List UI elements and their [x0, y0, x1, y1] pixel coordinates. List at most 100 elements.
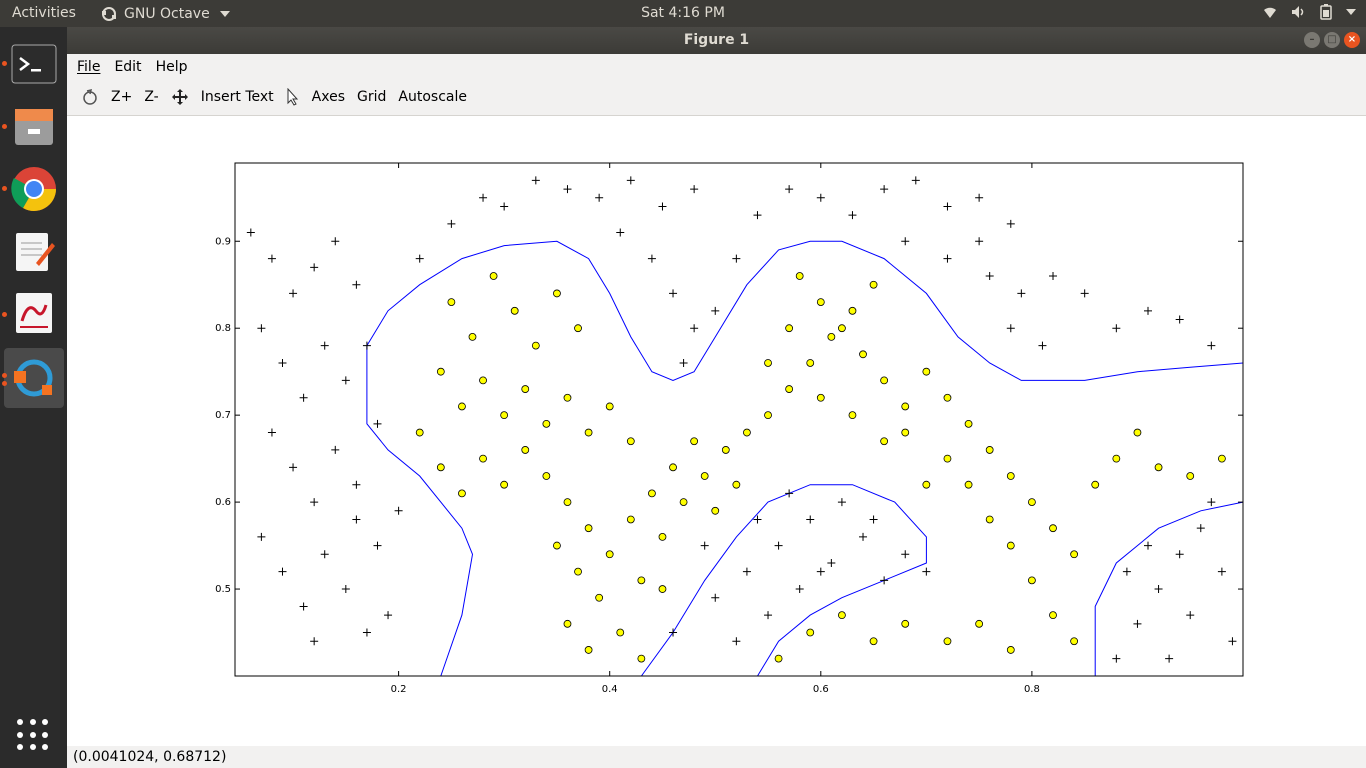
- negative-point: [267, 428, 276, 437]
- positive-point: [764, 359, 772, 367]
- positive-point: [1154, 463, 1163, 472]
- negative-point: [943, 202, 952, 211]
- axes-button[interactable]: Axes: [311, 89, 345, 105]
- negative-point: [1154, 585, 1163, 594]
- dock-octave[interactable]: [4, 348, 64, 408]
- negative-point: [362, 341, 371, 350]
- positive-point: [479, 376, 487, 385]
- positive-point: [500, 411, 509, 420]
- negative-point: [1144, 306, 1153, 315]
- window-titlebar[interactable]: Figure 1 – □ ×: [67, 27, 1366, 54]
- show-applications-icon[interactable]: [17, 719, 49, 751]
- wifi-icon: [1264, 7, 1276, 19]
- axes-box: [234, 162, 1244, 677]
- negative-point: [310, 263, 319, 272]
- positive-point: [827, 332, 836, 341]
- dock-terminal[interactable]: [4, 34, 64, 94]
- positive-point: [690, 437, 699, 446]
- octave-icon: [102, 7, 116, 21]
- maximize-icon[interactable]: □: [1324, 32, 1340, 48]
- y-tick-label: 0.9: [215, 236, 231, 247]
- negative-point: [806, 515, 815, 524]
- positive-point: [1070, 550, 1079, 559]
- positive-point: [584, 428, 593, 437]
- insert-text-button[interactable]: Insert Text: [200, 89, 274, 105]
- battery-icon: [1320, 4, 1332, 20]
- dock-text-editor[interactable]: [4, 221, 64, 281]
- positive-point: [584, 646, 593, 654]
- positive-point: [880, 376, 889, 385]
- dock-chrome[interactable]: [4, 159, 64, 219]
- autoscale-button[interactable]: Autoscale: [398, 89, 467, 105]
- positive-point: [869, 280, 878, 289]
- positive-point: [669, 463, 677, 472]
- negative-point: [1186, 611, 1195, 620]
- negative-point: [647, 254, 656, 263]
- positive-point: [922, 480, 931, 489]
- figure-canvas[interactable]: 0.2 0.4 0.6 0.8 0.5 0.6 0.7 0.8 0.9: [67, 116, 1366, 746]
- positive-point: [679, 498, 688, 507]
- positive-point: [626, 515, 635, 524]
- negative-point: [479, 193, 488, 202]
- zoom-out-button[interactable]: Z-: [144, 89, 159, 105]
- running-indicator: [2, 373, 7, 378]
- negative-point: [1207, 498, 1216, 507]
- menu-bar: File Edit Help: [67, 54, 1366, 79]
- positive-point: [901, 619, 910, 628]
- positive-point: [943, 454, 952, 463]
- negative-point: [373, 419, 382, 428]
- negative-point: [415, 254, 424, 263]
- positive-point: [975, 619, 984, 628]
- positive-point: [595, 593, 604, 602]
- negative-point: [1049, 272, 1058, 281]
- negative-point: [669, 628, 678, 637]
- positive-point: [806, 359, 815, 367]
- positive-point: [542, 472, 551, 480]
- positive-point: [510, 306, 519, 315]
- negative-point: [341, 585, 350, 594]
- decision-boundary-2: [1094, 501, 1244, 676]
- activities-button[interactable]: Activities: [12, 5, 76, 21]
- minimize-icon[interactable]: –: [1304, 32, 1320, 48]
- menu-edit[interactable]: Edit: [114, 58, 142, 75]
- dock-document-viewer[interactable]: [4, 283, 64, 343]
- running-indicator: [2, 381, 7, 386]
- positive-point: [816, 298, 825, 307]
- menu-file[interactable]: File: [77, 58, 101, 75]
- chrome-icon: [11, 167, 56, 211]
- positive-point: [605, 550, 614, 559]
- negative-point: [500, 202, 509, 211]
- positive-point: [1070, 637, 1079, 646]
- chevron-down-icon: [1346, 9, 1356, 15]
- positive-point: [985, 446, 994, 454]
- grid-button[interactable]: Grid: [357, 89, 387, 105]
- axis-ticks: 0.2 0.4 0.6 0.8 0.5 0.6 0.7 0.8 0.9: [215, 163, 1243, 695]
- text-editor-icon: [16, 233, 55, 271]
- select-button[interactable]: [280, 84, 306, 110]
- positive-point: [447, 298, 456, 307]
- positive-point: [743, 428, 751, 437]
- menu-help[interactable]: Help: [155, 58, 188, 75]
- negative-point: [341, 376, 350, 385]
- negative-point: [278, 358, 287, 367]
- positive-point: [1006, 541, 1015, 550]
- dock: [0, 27, 67, 768]
- pan-button[interactable]: [165, 84, 195, 110]
- system-status-area[interactable]: [1262, 4, 1356, 20]
- negative-point: [352, 480, 361, 489]
- positive-point: [605, 402, 614, 411]
- negative-point: [901, 237, 910, 246]
- close-icon[interactable]: ×: [1344, 32, 1360, 48]
- negative-point: [310, 498, 319, 507]
- negative-point: [764, 611, 773, 620]
- dock-files[interactable]: [4, 97, 64, 157]
- decision-boundary-0: [366, 240, 1244, 677]
- negative-point: [1196, 524, 1205, 533]
- app-menu[interactable]: GNU Octave: [100, 5, 230, 23]
- positive-point: [563, 498, 572, 507]
- clock[interactable]: Sat 4:16 PM: [641, 5, 725, 21]
- rotate-button[interactable]: [75, 84, 105, 110]
- figure-window: Figure 1 – □ × File Edit Help Z+ Z- Inse…: [67, 27, 1366, 768]
- zoom-in-button[interactable]: Z+: [111, 89, 133, 105]
- positive-point: [1217, 454, 1226, 463]
